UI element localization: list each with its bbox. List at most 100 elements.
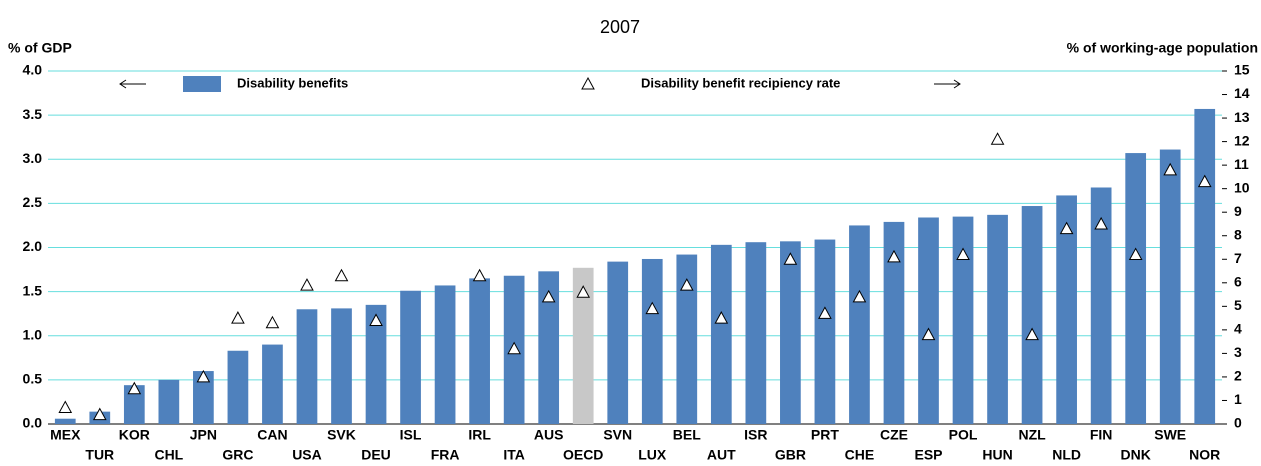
y-tick-label: 2.5	[23, 194, 43, 210]
bar	[365, 304, 387, 424]
bar	[1159, 149, 1181, 425]
bar	[158, 379, 180, 424]
bar	[883, 221, 905, 424]
triangle-marker	[1094, 216, 1108, 230]
triangle-marker	[852, 289, 867, 303]
x-tick-label: CHL	[154, 447, 183, 461]
y2-tick-label: 8	[1234, 226, 1242, 242]
y2-tick-label: 7	[1234, 250, 1242, 266]
bar	[123, 385, 145, 424]
x-tick-label: OECD	[563, 447, 603, 461]
bar	[262, 344, 283, 424]
x-tick-label: HUN	[982, 447, 1012, 461]
triangle-marker	[783, 252, 798, 265]
triangle-marker	[645, 301, 660, 315]
y2-tick-label: 2	[1234, 368, 1242, 384]
bar	[780, 241, 801, 424]
y-tick-label: 3.0	[23, 150, 43, 166]
legend-swatch	[183, 76, 221, 92]
triangle-marker	[818, 306, 832, 319]
bar	[434, 285, 456, 424]
legend-label: Disability benefits	[237, 75, 348, 90]
bar	[572, 267, 594, 424]
x-tick-label: ESP	[914, 447, 942, 461]
y2-tick-label: 5	[1234, 297, 1242, 313]
x-tick-label: USA	[292, 447, 322, 461]
triangle-marker	[679, 278, 694, 291]
x-tick-label: NOR	[1189, 447, 1220, 461]
y2-tick-label: 0	[1234, 415, 1242, 431]
legend	[119, 79, 961, 89]
x-tick-label: JPN	[190, 427, 217, 443]
x-tick-label: FRA	[431, 447, 460, 461]
y2-tick-label: 12	[1234, 132, 1250, 148]
triangle-marker	[541, 289, 556, 303]
triangle-marker	[1163, 162, 1178, 176]
x-tick-label: GBR	[775, 447, 806, 461]
x-tick-label: MEX	[50, 427, 81, 443]
chart-subtitle: 2007	[600, 17, 640, 37]
x-tick-label: SWE	[1154, 427, 1186, 443]
legend-marker	[581, 76, 595, 90]
triangle-marker	[921, 327, 936, 341]
x-tick-label: GRC	[222, 447, 253, 461]
x-tick-label: AUT	[707, 447, 736, 461]
triangle-marker	[58, 400, 73, 414]
bar	[952, 216, 974, 424]
x-tick-label: LUX	[638, 447, 667, 461]
left-arrow-head	[119, 79, 127, 89]
triangle-marker	[887, 249, 901, 263]
y2-tick-label: 9	[1234, 203, 1242, 219]
bar	[1056, 195, 1077, 424]
x-tick-label: FIN	[1090, 427, 1113, 443]
y-tick-label: 0.0	[23, 415, 43, 431]
y-tick-label: 3.5	[23, 106, 43, 122]
y-tick-label: 1.5	[23, 282, 43, 298]
x-tick-label: CAN	[257, 427, 287, 443]
bar	[607, 261, 629, 424]
y-tick-label: 2.0	[23, 238, 43, 254]
y2-tick-label: 1	[1234, 391, 1242, 407]
y2-tick-label: 4	[1234, 321, 1242, 337]
y-axis-label: % of GDP	[8, 40, 72, 56]
x-tick-label: AUS	[534, 427, 564, 443]
y2-tick-label: 10	[1234, 179, 1250, 195]
x-tick-label: PRT	[811, 427, 839, 443]
bar	[814, 239, 836, 424]
x-tick-label: CHE	[845, 447, 875, 461]
right-arrow-head	[953, 79, 961, 89]
x-tick-label: SVK	[327, 427, 356, 443]
y-tick-label: 1.0	[23, 326, 43, 342]
triangle-marker	[576, 285, 591, 298]
triangle-marker	[507, 341, 521, 355]
bar	[469, 278, 490, 424]
triangle-marker	[369, 313, 383, 326]
y-tick-label: 0.5	[23, 371, 43, 387]
triangle-marker	[300, 278, 314, 291]
y2-tick-label: 14	[1234, 85, 1250, 101]
x-tick-label: ISL	[400, 427, 422, 443]
triangle-marker	[196, 369, 211, 383]
triangle-marker	[1025, 327, 1039, 341]
bar	[1125, 153, 1147, 424]
bar	[331, 308, 352, 424]
triangle-marker	[1128, 247, 1143, 261]
bar	[710, 244, 732, 424]
triangle-marker	[265, 315, 280, 329]
x-tick-label: IRL	[468, 427, 491, 443]
triangle-marker	[990, 132, 1005, 145]
y2-tick-label: 15	[1234, 62, 1250, 78]
bar	[849, 225, 870, 424]
bar	[987, 214, 1008, 424]
legend-label: Disability benefit recipiency rate	[641, 75, 840, 90]
bar	[1194, 108, 1216, 424]
bar	[400, 290, 421, 424]
bar	[641, 258, 663, 424]
x-tick-label: ITA	[503, 447, 525, 461]
bar	[54, 418, 76, 424]
y2-tick-label: 13	[1234, 109, 1250, 125]
triangle-marker	[92, 407, 107, 421]
y2-tick-label: 11	[1234, 156, 1249, 172]
bar	[296, 309, 318, 424]
triangle-marker	[127, 381, 142, 395]
